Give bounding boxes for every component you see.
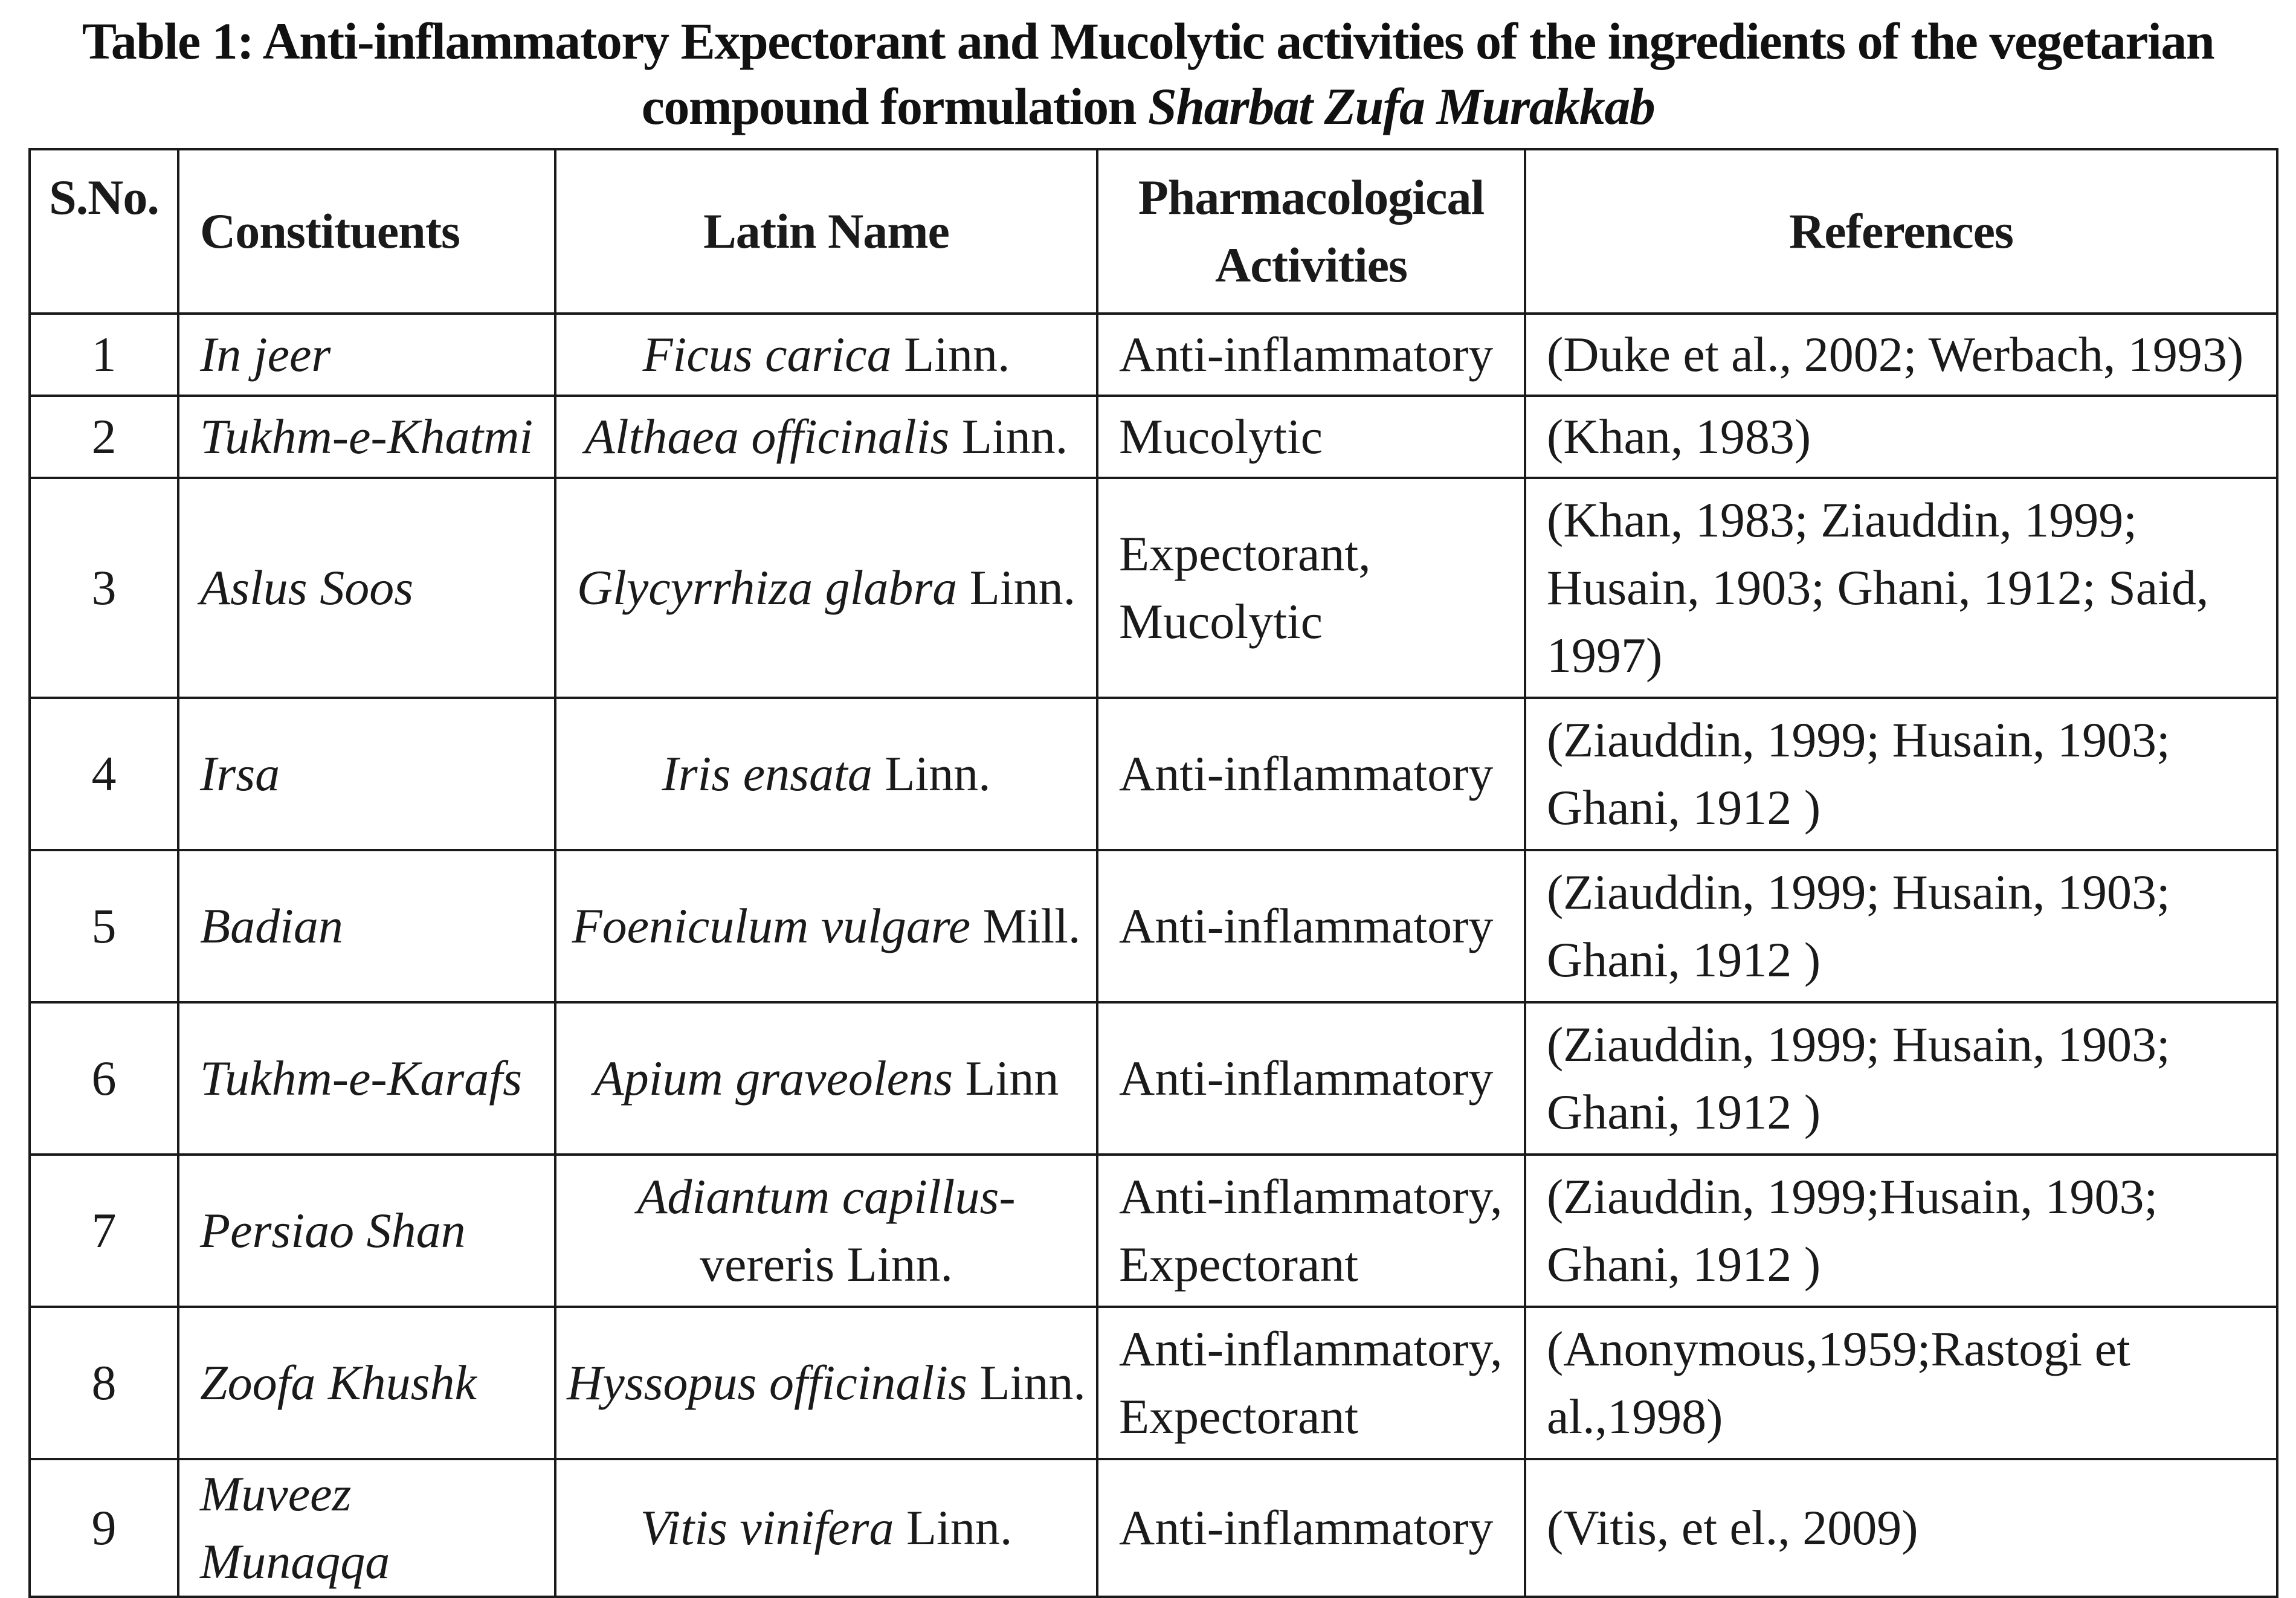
cell-constituent: Badian [177, 849, 556, 1004]
cell-latin-name: Iris ensata Linn. [554, 697, 1098, 851]
cell-latin-name: Ficus carica Linn. [554, 312, 1098, 397]
table-row: 2 Tukhm-e-Khatmi Althaea officinalis Lin… [28, 395, 2278, 479]
latin-binomial: Adiantum capillus- [637, 1169, 1016, 1224]
table-row: 1 In jeer Ficus carica Linn. Anti-inflam… [28, 312, 2278, 397]
table-row: 8 Zoofa Khushk Hyssopus officinalis Linn… [28, 1306, 2278, 1460]
table-row: 3 Aslus Soos Glycyrrhiza glabra Linn. Ex… [28, 477, 2278, 699]
cell-references: (Khan, 1983; Ziauddin, 1999; Husain, 190… [1524, 477, 2278, 699]
cell-sno: 7 [28, 1153, 179, 1308]
cell-sno: 3 [28, 477, 179, 699]
header-constituents: Constituents [177, 148, 556, 315]
cell-references: (Ziauddin, 1999; Husain, 1903; Ghani, 19… [1524, 849, 2278, 1004]
cell-latin-name: Glycyrrhiza glabra Linn. [554, 477, 1098, 699]
latin-authority: Linn. [872, 746, 991, 801]
cell-sno: 2 [28, 395, 179, 479]
cell-sno: 1 [28, 312, 179, 397]
cell-latin-name: Apium graveolens Linn [554, 1001, 1098, 1156]
cell-sno: 6 [28, 1001, 179, 1156]
cell-latin-name: Foeniculum vulgare Mill. [554, 849, 1098, 1004]
cell-constituent: Zoofa Khushk [177, 1306, 556, 1460]
cell-latin-name: Vitis vinifera Linn. [554, 1458, 1098, 1598]
latin-binomial: Iris ensata [662, 746, 872, 801]
cell-activity: Anti-inflammatory [1096, 312, 1526, 397]
header-latin-name: Latin Name [554, 148, 1098, 315]
latin-binomial: Althaea officinalis [584, 409, 950, 464]
cell-constituent: Irsa [177, 697, 556, 851]
latin-binomial: Glycyrrhiza glabra [576, 560, 958, 615]
header-references: References [1524, 148, 2278, 315]
cell-references: (Vitis, et el., 2009) [1524, 1458, 2278, 1598]
cell-references: (Duke et al., 2002; Werbach, 1993) [1524, 312, 2278, 397]
table-header-row: S.No. Constituents Latin Name Pharmacolo… [28, 148, 2278, 315]
cell-references: (Ziauddin, 1999;Husain, 1903; Ghani, 191… [1524, 1153, 2278, 1308]
latin-authority: Linn. [891, 327, 1010, 382]
cell-activity: Anti-inflammatory [1096, 697, 1526, 851]
cell-references: (Ziauddin, 1999; Husain, 1903; Ghani, 19… [1524, 697, 2278, 851]
latin-authority: Mill. [970, 898, 1081, 953]
table-row: 9 Muveez Munaqqa Vitis vinifera Linn. An… [28, 1458, 2278, 1598]
cell-sno: 5 [28, 849, 179, 1004]
cell-activity: Expectorant, Mucolytic [1096, 477, 1526, 699]
caption-line-2-plain: compound formulation [641, 77, 1148, 135]
cell-sno: 4 [28, 697, 179, 851]
cell-activity: Anti-inflammatory [1096, 849, 1526, 1004]
caption-line-1: Table 1: Anti-inflammatory Expectorant a… [82, 12, 2215, 70]
header-sno: S.No. [28, 148, 179, 315]
latin-authority: Linn. [967, 1355, 1086, 1410]
table-row: 7 Persiao Shan Adiantum capillus-vereris… [28, 1153, 2278, 1308]
cell-activity: Anti-inflammatory, Expectorant [1096, 1153, 1526, 1308]
latin-binomial: Apium graveolens [593, 1051, 953, 1106]
cell-constituent: Muveez Munaqqa [177, 1458, 556, 1598]
caption-formulation-name: Sharbat Zufa Murakkab [1147, 77, 1656, 135]
table-row: 6 Tukhm-e-Karafs Apium graveolens Linn A… [28, 1001, 2278, 1156]
cell-sno: 8 [28, 1306, 179, 1460]
latin-authority: vereris Linn. [700, 1237, 953, 1292]
cell-latin-name: Althaea officinalis Linn. [554, 395, 1098, 479]
latin-authority: Linn. [949, 409, 1068, 464]
cell-sno: 9 [28, 1458, 179, 1598]
cell-constituent: Aslus Soos [177, 477, 556, 699]
latin-authority: Linn [953, 1051, 1059, 1106]
cell-latin-name: Hyssopus officinalis Linn. [554, 1306, 1098, 1460]
latin-binomial: Vitis vinifera [640, 1500, 894, 1555]
cell-references: (Ziauddin, 1999; Husain, 1903; Ghani, 19… [1524, 1001, 2278, 1156]
document-page: Table 1: Anti-inflammatory Expectorant a… [0, 8, 2296, 1598]
cell-constituent: Persiao Shan [177, 1153, 556, 1308]
latin-binomial: Hyssopus officinalis [567, 1355, 967, 1410]
cell-references: (Anonymous,1959;Rastogi et al.,1998) [1524, 1306, 2278, 1460]
ingredients-table: S.No. Constituents Latin Name Pharmacolo… [28, 148, 2278, 1598]
latin-binomial: Foeniculum vulgare [572, 898, 971, 953]
cell-constituent: Tukhm-e-Karafs [177, 1001, 556, 1156]
cell-activity: Anti-inflammatory, Expectorant [1096, 1306, 1526, 1460]
latin-authority: Linn. [894, 1500, 1013, 1555]
caption-line-2: compound formulation Sharbat Zufa Murakk… [0, 74, 2296, 139]
cell-constituent: In jeer [177, 312, 556, 397]
table-row: 5 Badian Foeniculum vulgare Mill. Anti-i… [28, 849, 2278, 1004]
cell-constituent: Tukhm-e-Khatmi [177, 395, 556, 479]
header-pharmacological-activities: Pharmacological Activities [1096, 148, 1526, 315]
latin-authority: Linn. [957, 560, 1076, 615]
cell-activity: Mucolytic [1096, 395, 1526, 479]
table-caption: Table 1: Anti-inflammatory Expectorant a… [0, 8, 2296, 139]
latin-binomial: Ficus carica [642, 327, 892, 382]
cell-activity: Anti-inflammatory [1096, 1458, 1526, 1598]
cell-activity: Anti-inflammatory [1096, 1001, 1526, 1156]
cell-latin-name: Adiantum capillus-vereris Linn. [554, 1153, 1098, 1308]
cell-references: (Khan, 1983) [1524, 395, 2278, 479]
table-row: 4 Irsa Iris ensata Linn. Anti-inflammato… [28, 697, 2278, 851]
